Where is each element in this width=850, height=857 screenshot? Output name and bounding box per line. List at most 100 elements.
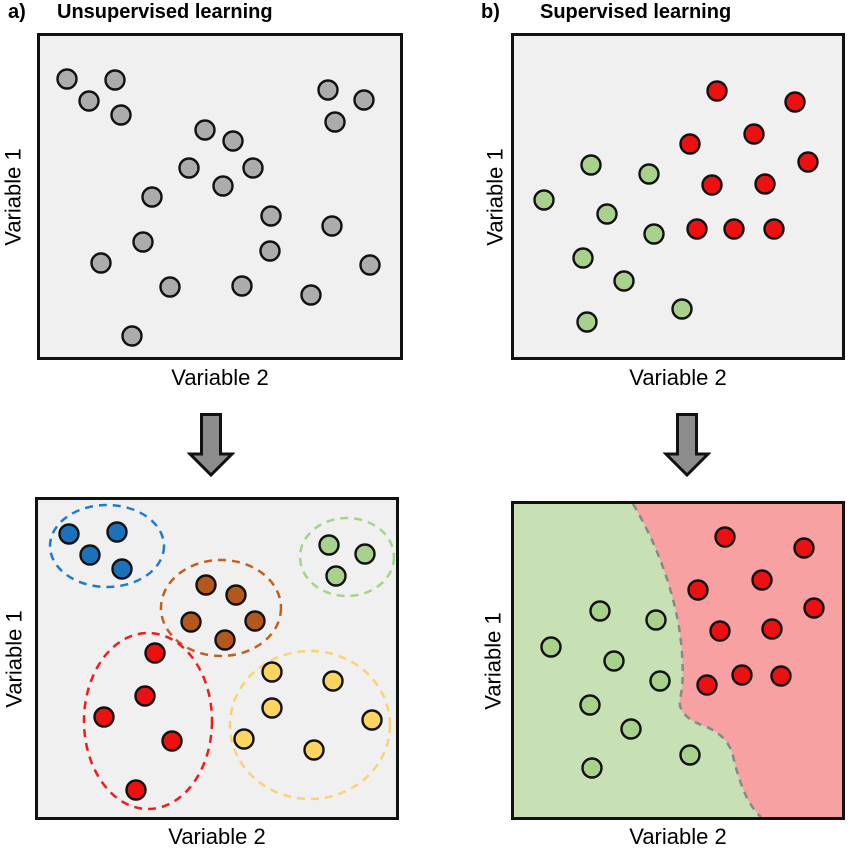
red-data-point [743, 123, 765, 145]
yellow-data-point [233, 728, 255, 750]
scatter-supervised-input [533, 80, 819, 333]
gray-data-point [78, 90, 100, 112]
red-data-point [161, 730, 183, 752]
green-data-point [581, 757, 603, 779]
red-data-point [763, 218, 785, 240]
green-data-point [354, 543, 376, 565]
y-axis-label-a-input: Variable 1 [1, 147, 26, 246]
decision-boundary-line [631, 504, 762, 817]
gray-data-point [359, 254, 381, 276]
red-data-point [761, 618, 783, 640]
gray-data-point [300, 284, 322, 306]
green-data-point [533, 189, 555, 211]
down-arrow-icon [187, 413, 235, 477]
yellow-data-point [322, 670, 344, 692]
gray-data-point [231, 275, 253, 297]
scatter-clusters [48, 503, 396, 811]
green-data-point [643, 223, 665, 245]
green-data-point [671, 298, 693, 320]
red-data-point [696, 674, 718, 696]
brown-data-point [195, 574, 217, 596]
scatter-decision-boundary [514, 504, 842, 817]
cluster-ellipse-brown [159, 558, 283, 658]
green-data-point [589, 600, 611, 622]
green-data-point [325, 565, 347, 587]
panel-b-title: Supervised learning [540, 1, 732, 23]
blue-data-point [79, 544, 101, 566]
green-data-point [645, 609, 667, 631]
y-axis-label-b-input: Variable 1 [483, 147, 508, 246]
red-data-point [686, 218, 708, 240]
gray-data-point [321, 215, 343, 237]
gray-data-point [212, 175, 234, 197]
gray-data-point [353, 89, 375, 111]
y-axis-label-b-output: Variable 1 [481, 611, 506, 710]
panel-supervised-input [511, 33, 845, 360]
brown-data-point [214, 629, 236, 651]
green-data-point [572, 247, 594, 269]
red-data-point [706, 80, 728, 102]
gray-data-point [259, 240, 281, 262]
panel-a-title: Unsupervised learning [57, 1, 273, 23]
red-data-point [701, 174, 723, 196]
blue-data-point [58, 523, 80, 545]
red-data-point [784, 91, 806, 113]
green-data-point [596, 203, 618, 225]
red-data-point [125, 779, 147, 801]
brown-data-point [244, 610, 266, 632]
cluster-ellipse-green [298, 516, 396, 598]
red-data-point [754, 173, 776, 195]
x-axis-label-a-output: Variable 2 [168, 824, 266, 849]
red-data-point [144, 642, 166, 664]
x-axis-label-a-input: Variable 2 [171, 365, 269, 390]
cluster-ellipse-yellow [228, 649, 392, 801]
gray-data-point [104, 69, 126, 91]
cluster-ellipse-red [82, 631, 214, 811]
panel-unsupervised-input [37, 33, 403, 360]
gray-data-point [324, 111, 346, 133]
red-data-point [731, 664, 753, 686]
green-data-point [679, 744, 701, 766]
red-data-point [714, 526, 736, 548]
scatter-unsupervised-input [56, 68, 381, 347]
yellow-data-point [261, 697, 283, 719]
gray-data-point [178, 157, 200, 179]
cluster-ellipse-blue [48, 503, 166, 589]
green-data-point [649, 670, 671, 692]
green-data-point [318, 534, 340, 556]
red-data-point [751, 569, 773, 591]
x-axis-label-b-input: Variable 2 [629, 365, 727, 390]
y-axis-label-a-output: Variable 1 [2, 609, 27, 708]
red-data-point [679, 133, 701, 155]
panel-unsupervised-output [35, 497, 399, 820]
red-data-point [770, 665, 792, 687]
green-data-point [576, 311, 598, 333]
green-data-point [638, 163, 660, 185]
red-data-point [793, 537, 815, 559]
red-data-point [797, 151, 819, 173]
panel-supervised-output [511, 501, 845, 820]
green-data-point [579, 694, 601, 716]
blue-data-point [111, 558, 133, 580]
green-data-point [580, 154, 602, 176]
green-data-point [620, 718, 642, 740]
gray-data-point [260, 205, 282, 227]
down-arrow-icon [663, 413, 711, 477]
brown-data-point [225, 584, 247, 606]
green-data-point [540, 636, 562, 658]
gray-data-point [121, 325, 143, 347]
brown-data-point [180, 611, 202, 633]
green-data-point [613, 270, 635, 292]
yellow-data-point [361, 709, 383, 731]
red-data-point [134, 685, 156, 707]
gray-data-point [56, 68, 78, 90]
gray-data-point [110, 104, 132, 126]
region-pink [633, 504, 842, 817]
panel-b-label: b) [481, 1, 500, 23]
red-data-point [93, 706, 115, 728]
yellow-data-point [261, 661, 283, 683]
gray-data-point [222, 130, 244, 152]
red-data-point [709, 620, 731, 642]
red-data-point [687, 579, 709, 601]
